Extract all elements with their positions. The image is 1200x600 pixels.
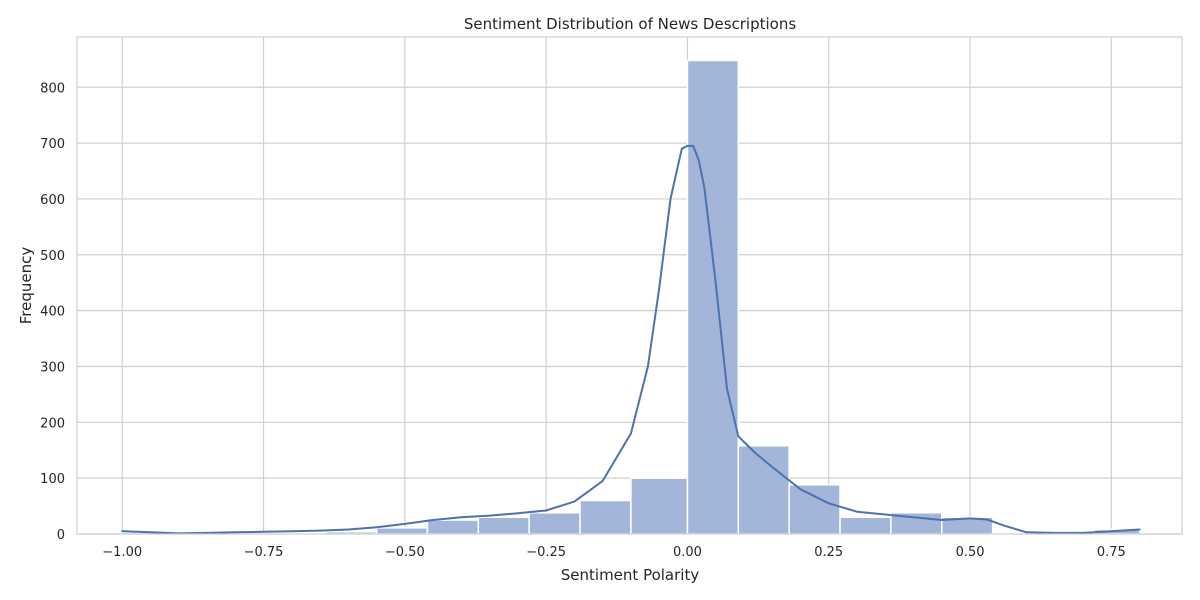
y-tick-label: 800	[40, 81, 65, 96]
y-tick-label: 100	[40, 472, 65, 487]
x-axis-label: Sentiment Polarity	[561, 566, 700, 584]
histogram-bar	[375, 527, 429, 535]
x-tick-label: −1.00	[102, 545, 142, 560]
histogram-bar	[686, 59, 740, 535]
histogram-bar	[839, 516, 892, 535]
chart-title: Sentiment Distribution of News Descripti…	[464, 15, 797, 33]
histogram-bar	[630, 477, 689, 535]
y-tick-label: 300	[40, 360, 65, 375]
plot-frame	[76, 36, 1183, 535]
x-tick-label: 0.50	[956, 545, 985, 560]
x-tick-label: −0.75	[244, 545, 284, 560]
x-tick-label: 0.75	[1097, 545, 1126, 560]
y-tick-label: 0	[57, 528, 65, 543]
y-tick-labels: 0 100 200 300 400 500 600 700 800	[40, 81, 65, 543]
x-tick-label: −0.25	[526, 545, 566, 560]
x-tick-label: 0.25	[814, 545, 843, 560]
grid-lines	[77, 37, 1182, 535]
x-tick-label: −0.50	[385, 545, 425, 560]
y-tick-label: 200	[40, 416, 65, 431]
density-curve	[121, 144, 1141, 535]
histogram-bar	[737, 445, 790, 535]
y-tick-label: 400	[40, 305, 65, 320]
plot-background	[77, 37, 1182, 534]
y-tick-label: 500	[40, 249, 65, 264]
histogram-bar	[579, 499, 632, 535]
histogram-bar	[528, 512, 581, 535]
histogram-bar	[788, 484, 841, 535]
y-axis-label: Frequency	[17, 247, 35, 325]
x-tick-labels: −1.00 −0.75 −0.50 −0.25 0.00 0.25 0.50 0.75	[102, 545, 1126, 560]
x-tick-label: 0.00	[673, 545, 702, 560]
y-tick-label: 600	[40, 193, 65, 208]
y-tick-label: 700	[40, 137, 65, 152]
histogram-bar	[426, 519, 480, 535]
kde-line	[121, 144, 1141, 535]
histogram-bar	[477, 516, 530, 535]
